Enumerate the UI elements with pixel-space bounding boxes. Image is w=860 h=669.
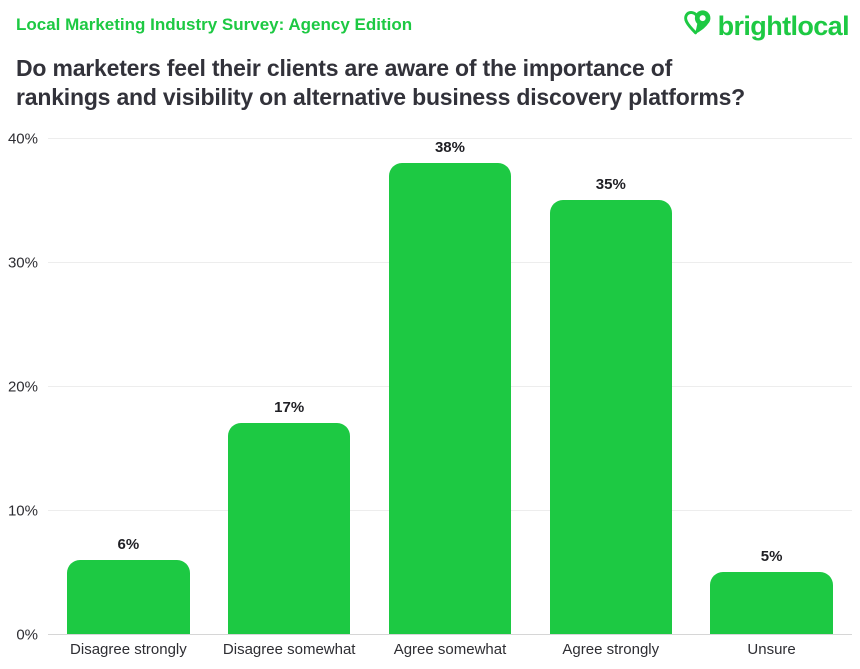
title-line-2: rankings and visibility on alternative b… bbox=[16, 84, 746, 110]
x-category-label: Disagree somewhat bbox=[222, 641, 356, 658]
bar-value-label: 38% bbox=[434, 138, 465, 156]
x-category-label: Unsure bbox=[747, 641, 796, 658]
bar-slot: 5% bbox=[691, 138, 852, 634]
bar-agree-somewhat bbox=[388, 162, 512, 634]
chart-question-title: Do marketers feel their clients are awar… bbox=[16, 54, 844, 112]
bar-disagree-somewhat bbox=[228, 423, 351, 634]
y-tick-label: 10% bbox=[7, 502, 38, 520]
gridline-40: 40% bbox=[8, 131, 852, 148]
title-line-1: Do marketers feel their clients are awar… bbox=[16, 55, 673, 81]
bar-slot: 6% bbox=[48, 138, 209, 634]
bar-chart: 40% 30% 20% 10% 0% 6% 17% 38% 35% 5% Disagree st… bbox=[0, 131, 852, 658]
y-tick-label: 20% bbox=[7, 378, 38, 396]
bar-slot: 17% bbox=[209, 138, 370, 634]
brightlocal-logo: brightlocal bbox=[681, 7, 850, 45]
y-tick-label: 30% bbox=[7, 254, 38, 272]
bar-value-label: 35% bbox=[595, 176, 626, 193]
plot-area: 40% 30% 20% 10% 0% 6% 17% 38% 35% 5% bbox=[8, 131, 852, 644]
bars-row: 6% 17% 38% 35% 5% bbox=[48, 138, 852, 634]
x-axis-labels: Disagree strongly Disagree somewhat Agree … bbox=[48, 634, 852, 658]
bar-value-label: 17% bbox=[274, 399, 305, 417]
bar-slot: 38% bbox=[370, 138, 531, 634]
gridline-0: 0% bbox=[16, 627, 852, 644]
bar-agree-strongly bbox=[549, 200, 672, 634]
bar-disagree-strongly bbox=[67, 559, 190, 634]
y-tick-label: 40% bbox=[7, 130, 38, 148]
bar-value-label: 5% bbox=[760, 548, 783, 565]
logo-wordmark: brightlocal bbox=[717, 10, 850, 41]
bar-value-label: 6% bbox=[117, 535, 140, 553]
heart-pin-icon bbox=[681, 7, 714, 45]
x-category-label: Disagree strongly bbox=[70, 641, 187, 658]
bar-unsure bbox=[710, 572, 833, 634]
survey-eyebrow-label: Local Marketing Industry Survey: Agency … bbox=[16, 15, 413, 34]
y-tick-label: 0% bbox=[16, 626, 38, 644]
x-category-label: Agree strongly bbox=[562, 641, 660, 658]
bar-slot: 35% bbox=[530, 138, 691, 634]
x-category-label: Agree somewhat bbox=[393, 641, 507, 658]
